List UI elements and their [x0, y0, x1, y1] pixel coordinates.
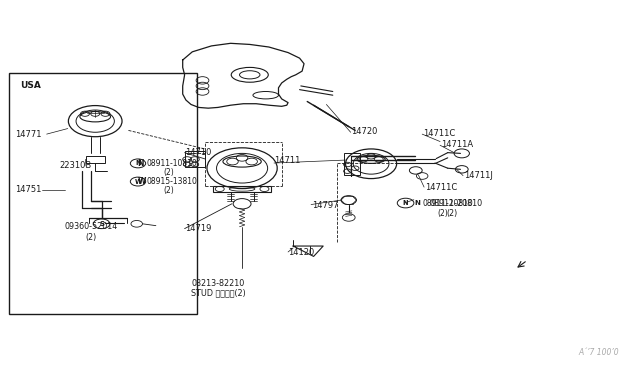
Text: STUD スタッド(2): STUD スタッド(2) — [191, 288, 246, 297]
Text: 14710: 14710 — [184, 148, 211, 157]
Text: (2): (2) — [164, 186, 174, 195]
Text: A´’7 100’0: A´’7 100’0 — [579, 348, 619, 357]
Text: N: N — [138, 159, 144, 168]
Circle shape — [93, 219, 110, 229]
Text: (2): (2) — [164, 168, 174, 177]
Circle shape — [131, 177, 146, 186]
Bar — [213, 186, 271, 192]
Text: W: W — [134, 179, 141, 185]
Circle shape — [397, 198, 414, 208]
Text: 22310B: 22310B — [60, 161, 92, 170]
Text: 14120: 14120 — [288, 248, 314, 257]
Text: 08911-20810: 08911-20810 — [422, 199, 473, 208]
Text: 08911-10810: 08911-10810 — [147, 159, 197, 168]
Text: 14711J: 14711J — [465, 171, 493, 180]
Text: 14797: 14797 — [312, 201, 339, 210]
Text: USA: USA — [20, 81, 41, 90]
Bar — [86, 155, 105, 163]
Text: (2): (2) — [438, 209, 448, 218]
Text: 14720: 14720 — [351, 126, 377, 136]
Text: 14771: 14771 — [15, 129, 41, 139]
Bar — [344, 153, 360, 175]
Text: 14711C: 14711C — [426, 183, 458, 192]
Text: 14711: 14711 — [274, 156, 300, 165]
Text: 14719: 14719 — [184, 224, 211, 233]
Text: (2): (2) — [447, 209, 458, 218]
Text: 09360-52014: 09360-52014 — [65, 222, 118, 231]
Text: W: W — [138, 177, 146, 186]
Text: 14751: 14751 — [15, 185, 41, 194]
Text: S: S — [99, 221, 104, 227]
Text: N: N — [135, 160, 141, 166]
Circle shape — [131, 159, 146, 168]
Text: 08213-82210: 08213-82210 — [191, 279, 244, 288]
Text: N: N — [415, 200, 420, 206]
Text: 14711A: 14711A — [442, 140, 474, 149]
Bar — [184, 151, 205, 167]
Text: 14711C: 14711C — [424, 129, 456, 138]
Text: N: N — [403, 200, 408, 206]
Text: 08915-13810: 08915-13810 — [147, 177, 197, 186]
Bar — [9, 73, 197, 314]
Text: 08911-20810: 08911-20810 — [430, 199, 483, 208]
Text: (2): (2) — [86, 233, 97, 243]
